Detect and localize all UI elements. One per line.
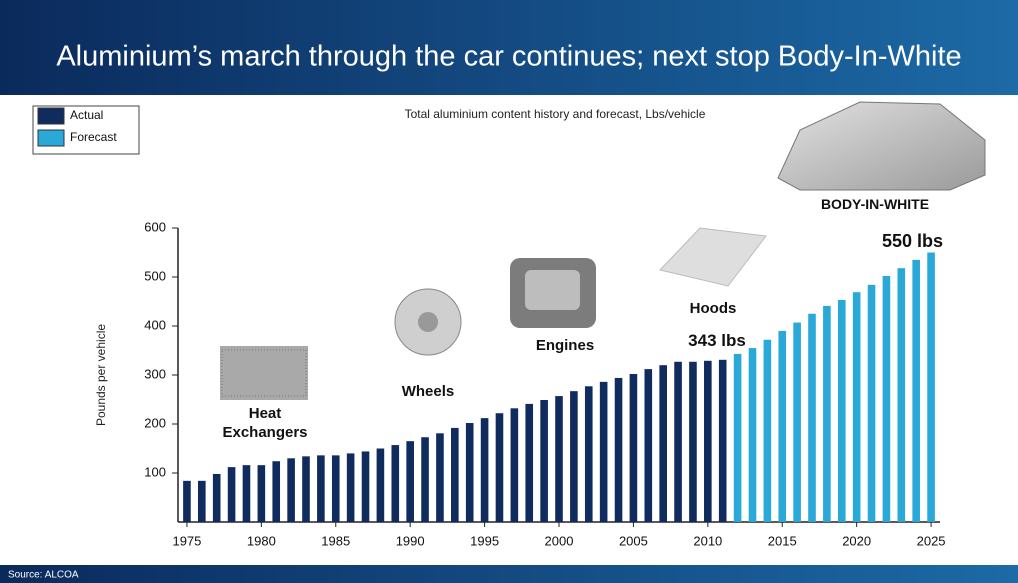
y-tick-label: 300	[144, 366, 166, 381]
bar	[272, 461, 281, 522]
bar	[555, 396, 563, 522]
y-axis-label: Pounds per vehicle	[94, 324, 108, 426]
x-tick-label: 1985	[321, 533, 350, 548]
bar	[733, 353, 742, 522]
bar	[480, 418, 489, 522]
bar	[361, 451, 370, 522]
wheel-image	[394, 288, 462, 356]
bar	[183, 480, 191, 522]
footer-bar	[0, 565, 1018, 583]
bar	[599, 381, 608, 522]
bar	[317, 455, 325, 522]
annotation: Heat Exchangers	[222, 405, 308, 441]
bar	[793, 322, 801, 522]
y-tick-label: 400	[144, 317, 166, 332]
body-in-white-image	[777, 101, 986, 191]
bar	[704, 360, 712, 522]
bar	[421, 437, 429, 522]
x-tick-label: 1980	[247, 533, 276, 548]
bar	[659, 365, 667, 522]
bar	[287, 458, 295, 522]
legend-label: Actual	[70, 108, 103, 122]
bar	[823, 305, 831, 522]
bar	[778, 330, 787, 522]
x-tick-label: 2015	[768, 533, 797, 548]
annotation: Engines	[535, 337, 595, 354]
bar	[540, 399, 548, 522]
legend-swatch	[37, 107, 65, 125]
bar	[242, 465, 251, 522]
y-tick-label: 600	[144, 219, 166, 234]
heat-exchanger-image	[220, 346, 308, 400]
chart-subtitle: Total aluminium content history and fore…	[405, 107, 706, 121]
bar	[406, 441, 414, 522]
bar	[689, 361, 697, 522]
bar	[748, 348, 757, 522]
x-tick-label: 2000	[545, 533, 574, 548]
annotation: Wheels	[401, 383, 455, 400]
bar	[465, 423, 474, 522]
x-tick-label: 2025	[917, 533, 946, 548]
bar	[302, 456, 310, 522]
x-tick-label: 1990	[396, 533, 425, 548]
bar	[257, 465, 266, 522]
bar	[867, 284, 876, 522]
bar	[510, 408, 519, 522]
bar	[763, 339, 772, 522]
engine-image	[510, 258, 596, 328]
bar	[912, 259, 920, 522]
hood-image	[659, 227, 767, 287]
x-tick-label: 2020	[842, 533, 871, 548]
bar	[644, 369, 653, 522]
y-tick-label: 100	[144, 464, 166, 479]
annotation: 343 lbs	[688, 331, 746, 350]
bar	[212, 473, 221, 522]
bar	[227, 467, 236, 522]
bar	[852, 292, 861, 522]
bar	[629, 374, 638, 522]
x-tick-label: 2005	[619, 533, 648, 548]
bar	[376, 448, 385, 522]
bar	[837, 300, 846, 522]
y-tick-label: 200	[144, 415, 166, 430]
bar	[346, 453, 355, 522]
bar	[198, 480, 206, 522]
bar	[614, 377, 623, 522]
title-bar	[0, 0, 1018, 95]
source: Source: ALCOA	[8, 570, 79, 581]
bar	[674, 361, 682, 522]
x-tick-label: 1975	[172, 533, 201, 548]
chart-title: Aluminium’s march through the car contin…	[56, 41, 961, 73]
bar	[495, 413, 504, 522]
bar	[927, 252, 935, 522]
y-tick-label: 500	[144, 268, 166, 283]
bar	[525, 403, 534, 522]
bar	[808, 313, 816, 522]
bar	[391, 445, 400, 522]
annotation: Hoods	[689, 300, 737, 317]
bar	[584, 386, 593, 522]
bar	[451, 427, 459, 522]
x-tick-label: 2010	[693, 533, 722, 548]
bar	[570, 391, 578, 522]
annotation: BODY-IN-WHITE	[820, 196, 930, 212]
bar	[436, 433, 444, 522]
bar	[718, 359, 727, 522]
annotation: 550 lbs	[881, 231, 944, 251]
bar	[897, 268, 906, 522]
bar	[882, 276, 891, 522]
legend-swatch	[37, 129, 65, 147]
bar	[331, 455, 340, 522]
x-tick-label: 1995	[470, 533, 499, 548]
legend-label: Forecast	[70, 130, 117, 144]
